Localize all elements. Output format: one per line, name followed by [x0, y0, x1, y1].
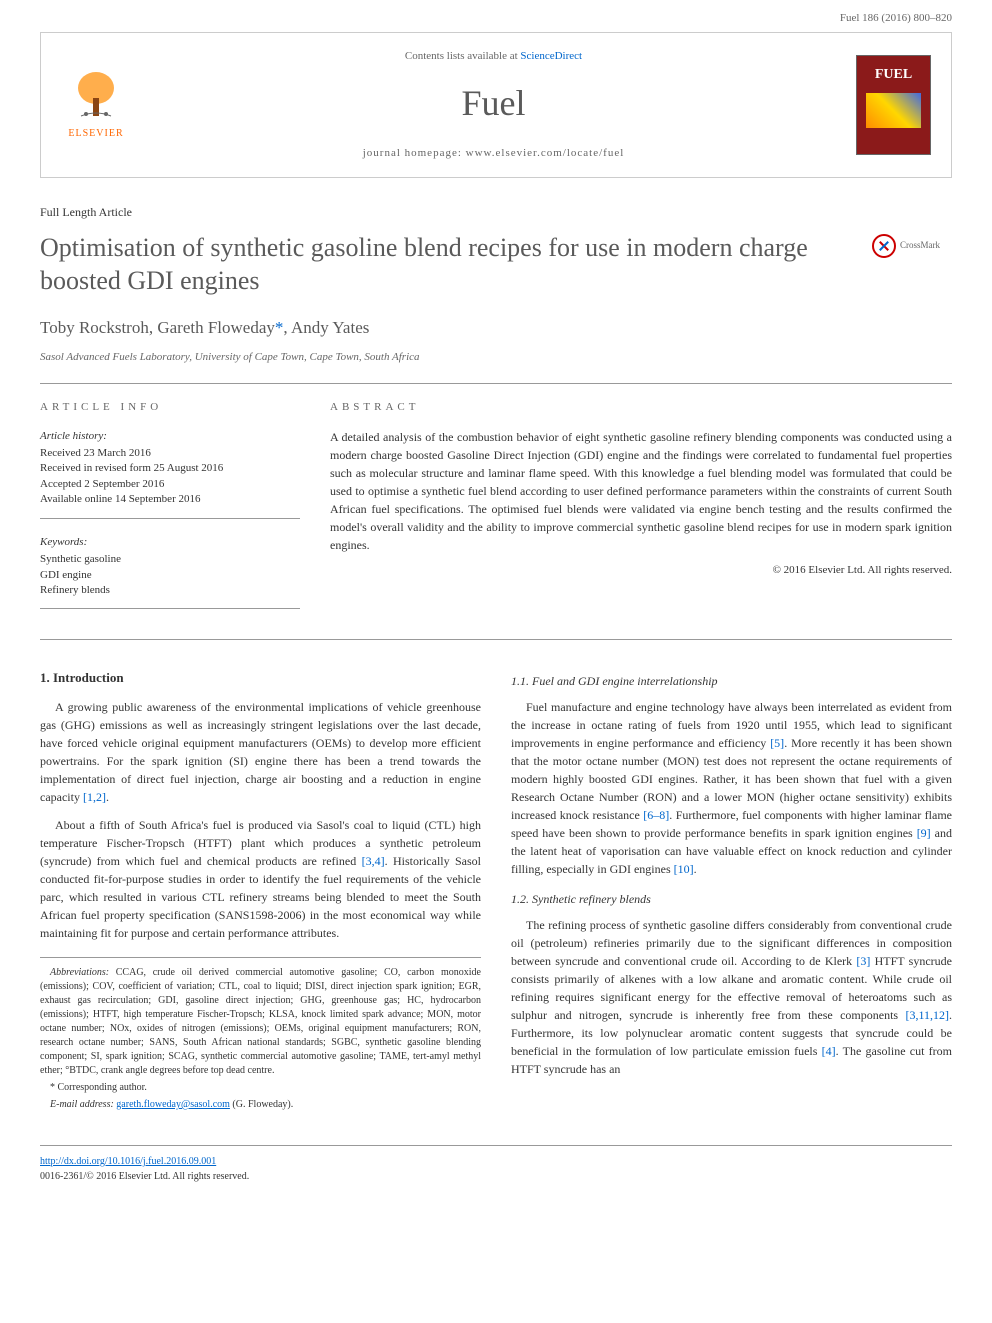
received-date: Received 23 March 2016: [40, 446, 300, 461]
ref-link-4b[interactable]: [4]: [822, 1044, 836, 1058]
elsevier-tree-icon: [71, 68, 121, 123]
issn-copyright: 0016-2361/© 2016 Elsevier Ltd. All right…: [40, 1169, 952, 1184]
cover-title: FUEL: [875, 64, 912, 85]
contents-available-line: Contents lists available at ScienceDirec…: [131, 48, 856, 65]
masthead-center: Contents lists available at ScienceDirec…: [131, 48, 856, 162]
abbreviations-footnote: Abbreviations: CCAG, crude oil derived c…: [40, 966, 481, 1078]
article-type: Full Length Article: [0, 178, 992, 226]
journal-cover-thumbnail: FUEL: [856, 55, 931, 155]
section-1-paragraph-2: About a fifth of South Africa's fuel is …: [40, 816, 481, 942]
ref-link-9[interactable]: [9]: [917, 826, 931, 840]
author-affiliation: Sasol Advanced Fuels Laboratory, Univers…: [0, 346, 992, 384]
journal-homepage-line: journal homepage: www.elsevier.com/locat…: [131, 145, 856, 162]
article-info-column: ARTICLE INFO Article history: Received 2…: [40, 399, 300, 624]
info-abstract-row: ARTICLE INFO Article history: Received 2…: [0, 384, 992, 639]
keywords-label: Keywords:: [40, 534, 300, 551]
journal-homepage-url: www.elsevier.com/locate/fuel: [466, 147, 625, 159]
footnotes-block: Abbreviations: CCAG, crude oil derived c…: [40, 957, 481, 1112]
body-column-right: 1.1. Fuel and GDI engine interrelationsh…: [511, 660, 952, 1115]
sciencedirect-link[interactable]: ScienceDirect: [520, 50, 582, 62]
online-date: Available online 14 September 2016: [40, 492, 300, 507]
ref-link-6-8[interactable]: [6–8]: [643, 808, 669, 822]
article-title: Optimisation of synthetic gasoline blend…: [0, 226, 992, 304]
running-header: Fuel 186 (2016) 800–820: [0, 0, 992, 32]
email-footnote: E-mail address: gareth.floweday@sasol.co…: [40, 1098, 481, 1112]
corresponding-email-link[interactable]: gareth.floweday@sasol.com: [116, 1099, 230, 1110]
abstract-text: A detailed analysis of the combustion be…: [330, 428, 952, 554]
section-1-2-heading: 1.2. Synthetic refinery blends: [511, 890, 952, 908]
cover-image-icon: [866, 93, 921, 128]
body-two-columns: 1. Introduction A growing public awarene…: [0, 640, 992, 1135]
history-label: Article history:: [40, 428, 300, 445]
keywords-block: Keywords: Synthetic gasoline GDI engine …: [40, 534, 300, 610]
corresponding-author-footnote: * Corresponding author.: [40, 1081, 481, 1095]
ref-link-1-2[interactable]: [1,2]: [83, 790, 106, 804]
article-info-heading: ARTICLE INFO: [40, 399, 300, 416]
page-footer: http://dx.doi.org/10.1016/j.fuel.2016.09…: [40, 1145, 952, 1204]
article-history-block: Article history: Received 23 March 2016 …: [40, 428, 300, 519]
revised-date: Received in revised form 25 August 2016: [40, 461, 300, 476]
abstract-column: ABSTRACT A detailed analysis of the comb…: [330, 399, 952, 624]
crossmark-icon: [872, 234, 896, 258]
journal-masthead: ELSEVIER Contents lists available at Sci…: [40, 32, 952, 178]
keyword-1: Synthetic gasoline: [40, 552, 300, 567]
section-1-1-heading: 1.1. Fuel and GDI engine interrelationsh…: [511, 672, 952, 690]
citation-text: Fuel 186 (2016) 800–820: [840, 12, 952, 24]
section-1-paragraph-1: A growing public awareness of the enviro…: [40, 698, 481, 806]
crossmark-label: CrossMark: [900, 240, 940, 252]
ref-link-3-4[interactable]: [3,4]: [362, 854, 385, 868]
keyword-2: GDI engine: [40, 568, 300, 583]
accepted-date: Accepted 2 September 2016: [40, 477, 300, 492]
section-1-heading: 1. Introduction: [40, 668, 481, 688]
author-list: Toby Rockstroh, Gareth Floweday*, Andy Y…: [0, 303, 992, 346]
crossmark-badge[interactable]: CrossMark: [872, 231, 952, 261]
ref-link-3b[interactable]: [3]: [856, 954, 870, 968]
ref-link-10[interactable]: [10]: [674, 862, 694, 876]
doi-link[interactable]: http://dx.doi.org/10.1016/j.fuel.2016.09…: [40, 1156, 216, 1167]
publisher-logo: ELSEVIER: [61, 65, 131, 145]
ref-link-5[interactable]: [5]: [770, 736, 784, 750]
abstract-heading: ABSTRACT: [330, 399, 952, 416]
keyword-3: Refinery blends: [40, 583, 300, 598]
abstract-copyright: © 2016 Elsevier Ltd. All rights reserved…: [330, 562, 952, 579]
publisher-name: ELSEVIER: [68, 126, 123, 141]
section-1-1-paragraph: Fuel manufacture and engine technology h…: [511, 698, 952, 878]
ref-link-3-11-12[interactable]: [3,11,12]: [905, 1008, 949, 1022]
section-1-2-paragraph: The refining process of synthetic gasoli…: [511, 916, 952, 1078]
body-column-left: 1. Introduction A growing public awarene…: [40, 660, 481, 1115]
journal-title: Fuel: [131, 76, 856, 130]
